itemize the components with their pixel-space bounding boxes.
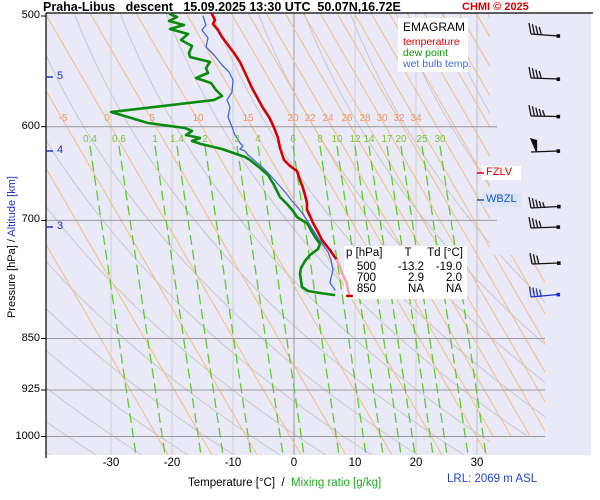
page-title: Praha-Libus descent 15.09.2025 13:30 UTC… bbox=[43, 0, 401, 14]
adiabat-label: 10 bbox=[192, 113, 204, 124]
mixing-ratio-label: 6 bbox=[290, 134, 296, 145]
table-cell: NA bbox=[446, 283, 462, 295]
adiabat-label: 15 bbox=[242, 113, 254, 124]
mixing-ratio-label: 1.4 bbox=[170, 134, 184, 145]
pressure-tick-600: 600 bbox=[21, 120, 40, 132]
x-tick-20: 20 bbox=[409, 457, 423, 469]
fzlv-label: FZLV bbox=[486, 166, 513, 178]
data-table-box bbox=[344, 246, 467, 299]
table-cell: -13.2 bbox=[397, 261, 424, 273]
mixing-ratio-label: 20 bbox=[395, 134, 407, 145]
altitude-tick-4: 4 bbox=[57, 144, 64, 156]
table-cell: 700 bbox=[356, 272, 376, 284]
legend-box bbox=[398, 18, 468, 72]
x-axis-label: Temperature [°C] / Mixing ratio [g/kg] bbox=[188, 474, 381, 490]
adiabat-label: 5 bbox=[149, 113, 155, 124]
wind-barb bbox=[528, 22, 561, 38]
table-cell: 850 bbox=[356, 283, 376, 295]
pressure-tick-500: 500 bbox=[21, 9, 40, 21]
mixing-ratio-label: 4 bbox=[255, 134, 261, 145]
wind-barb bbox=[528, 66, 561, 81]
x-axis-label-mixing-ratio: Mixing ratio [g/kg] bbox=[291, 477, 382, 489]
table-cell: NA bbox=[408, 283, 424, 295]
mixing-ratio-lines bbox=[89, 145, 487, 455]
wind-barb bbox=[528, 104, 561, 119]
temperature-curve-missing-segment bbox=[335, 258, 351, 296]
altitude-tick-3: 3 bbox=[57, 220, 64, 232]
table-cell: 500 bbox=[356, 261, 376, 273]
adiabat-label: 32 bbox=[393, 113, 405, 124]
wind-barb-blue bbox=[528, 286, 561, 298]
wet-bulb-curve bbox=[201, 15, 336, 291]
x-tick-0: 0 bbox=[290, 457, 298, 469]
table-cell: 2.9 bbox=[408, 272, 424, 284]
legend-item-temperature: temperature bbox=[403, 36, 460, 48]
mixing-ratio-label: 14 bbox=[363, 134, 375, 145]
table-header-td: Td [°C] bbox=[427, 247, 463, 259]
adiabat-label: 24 bbox=[322, 113, 334, 124]
sounding-curves bbox=[109, 12, 354, 298]
mixing-ratio-label: 25 bbox=[416, 134, 428, 145]
adiabat-label: 34 bbox=[410, 113, 422, 124]
mixing-ratio-label: 2 bbox=[202, 134, 208, 145]
fzlv-box bbox=[482, 166, 521, 180]
table-header-pressure: p [hPa] bbox=[346, 247, 383, 259]
mixing-ratio-label: 30 bbox=[434, 134, 446, 145]
mixing-ratio-label: 10 bbox=[331, 134, 343, 145]
level-marker-ticks bbox=[477, 172, 484, 201]
x-axis-label-separator: / bbox=[281, 477, 285, 489]
adiabat-label: -5 bbox=[58, 113, 68, 124]
mixing-ratio-label: 0.4 bbox=[83, 134, 97, 145]
table-cell: -19.0 bbox=[435, 261, 462, 273]
wbzl-box bbox=[482, 193, 522, 207]
table-cell: 2.0 bbox=[446, 272, 462, 284]
x-tick-m10: -10 bbox=[224, 457, 242, 469]
mixing-ratio-label: 17 bbox=[381, 134, 393, 145]
adiabat-label: 28 bbox=[359, 113, 371, 124]
x-tick-10: 10 bbox=[348, 457, 362, 469]
adiabat-label: 20 bbox=[287, 113, 299, 124]
wind-barb bbox=[528, 196, 561, 209]
wind-barb bbox=[528, 216, 561, 229]
wind-barb bbox=[529, 252, 561, 265]
altitude-tick-5: 5 bbox=[57, 70, 64, 82]
pressure-tick-925: 925 bbox=[21, 383, 40, 395]
pressure-tick-1000: 1000 bbox=[15, 430, 40, 442]
y-axis-label-pressure: Pressure [hPa] / bbox=[6, 236, 18, 318]
mixing-ratio-label: 8 bbox=[317, 134, 323, 145]
dew-point-curve bbox=[109, 12, 336, 297]
pressure-tick-850: 850 bbox=[21, 332, 40, 344]
x-tick-m30: -30 bbox=[102, 457, 120, 469]
y-axis-label: Pressure [hPa] / Altitude [km] bbox=[6, 159, 18, 335]
table-header-t: T bbox=[404, 247, 412, 259]
copyright: CHMI © 2025 bbox=[462, 1, 529, 13]
axes-frame bbox=[45, 12, 593, 458]
pressure-tick-700: 700 bbox=[21, 213, 40, 225]
x-tick-m20: -20 bbox=[163, 457, 181, 469]
altitude-tick-marks bbox=[46, 76, 53, 228]
adiabat-label: 26 bbox=[341, 113, 353, 124]
mixing-ratio-label: 1 bbox=[152, 134, 158, 145]
adiabat-label: 22 bbox=[304, 113, 316, 124]
wind-barb-pennant bbox=[529, 138, 561, 153]
mixing-ratio-label: 12 bbox=[349, 134, 361, 145]
mixing-ratio-label: 0.6 bbox=[112, 134, 126, 145]
mixing-ratio-label: 3 bbox=[234, 134, 240, 145]
adiabat-label: 30 bbox=[376, 113, 388, 124]
x-axis-label-temperature: Temperature [°C] bbox=[188, 477, 276, 489]
adiabat-label: 0 bbox=[104, 113, 110, 124]
pressure-tick-marks bbox=[41, 15, 46, 437]
wbzl-label: WBZL bbox=[486, 193, 517, 205]
pressure-gridlines bbox=[46, 126, 545, 437]
wind-barb-column bbox=[528, 22, 561, 298]
legend-item-wet-bulb: wet bulb temp. bbox=[403, 58, 472, 70]
lrl-label: LRL: 2069 m ASL bbox=[447, 473, 538, 485]
x-tick-30: 30 bbox=[470, 457, 484, 469]
legend-title: EMAGRAM bbox=[403, 20, 466, 34]
y-axis-label-altitude: Altitude [km] bbox=[6, 176, 18, 237]
temperature-curve bbox=[210, 12, 339, 262]
legend-item-dew-point: dew point bbox=[403, 47, 448, 59]
